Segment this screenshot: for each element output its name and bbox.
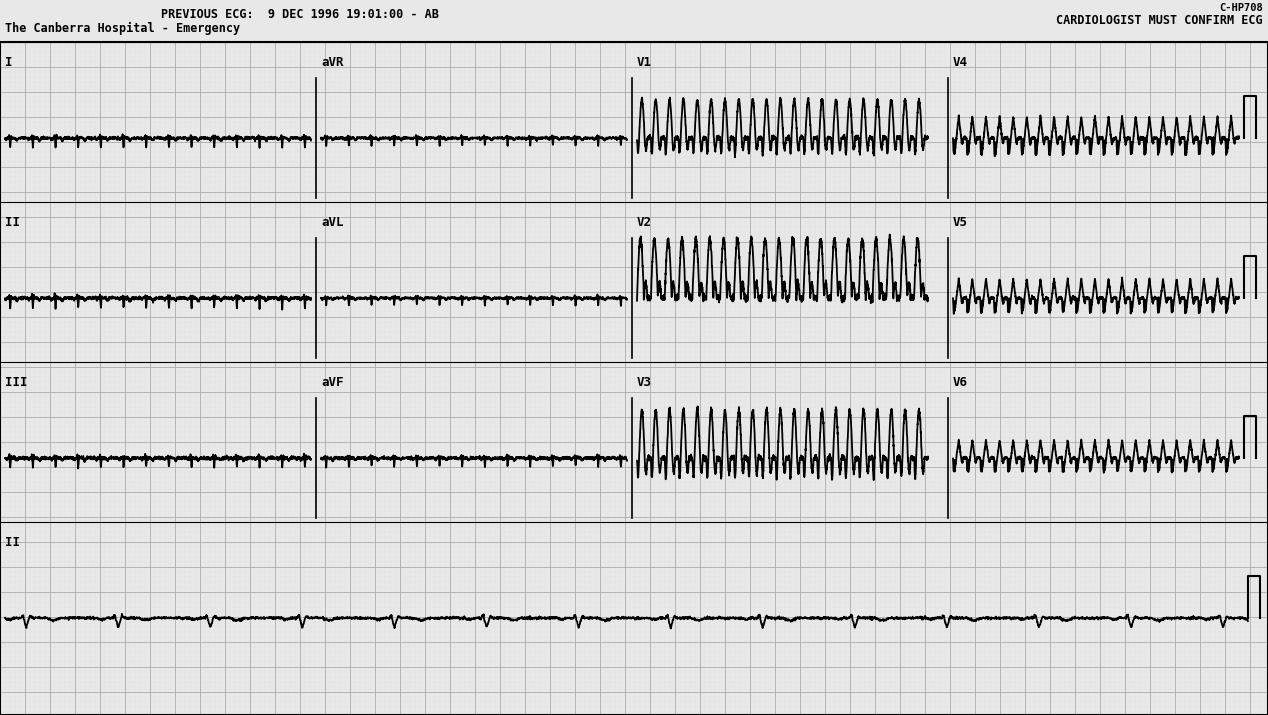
Text: aVF: aVF [321, 376, 344, 389]
Text: II: II [5, 216, 20, 229]
Text: V5: V5 [954, 216, 967, 229]
Text: V2: V2 [637, 216, 652, 229]
Text: III: III [5, 376, 28, 389]
Text: PREVIOUS ECG:  9 DEC 1996 19:01:00 - AB: PREVIOUS ECG: 9 DEC 1996 19:01:00 - AB [161, 8, 439, 21]
Text: CARDIOLOGIST MUST CONFIRM ECG: CARDIOLOGIST MUST CONFIRM ECG [1056, 14, 1263, 27]
Text: V1: V1 [637, 56, 652, 69]
Text: I: I [5, 56, 13, 69]
Text: C-HP708: C-HP708 [1220, 3, 1263, 13]
Text: V4: V4 [954, 56, 967, 69]
Text: aVL: aVL [321, 216, 344, 229]
Text: II: II [5, 536, 20, 549]
Text: V3: V3 [637, 376, 652, 389]
Text: V6: V6 [954, 376, 967, 389]
Text: aVR: aVR [321, 56, 344, 69]
Text: The Canberra Hospital - Emergency: The Canberra Hospital - Emergency [5, 22, 240, 35]
